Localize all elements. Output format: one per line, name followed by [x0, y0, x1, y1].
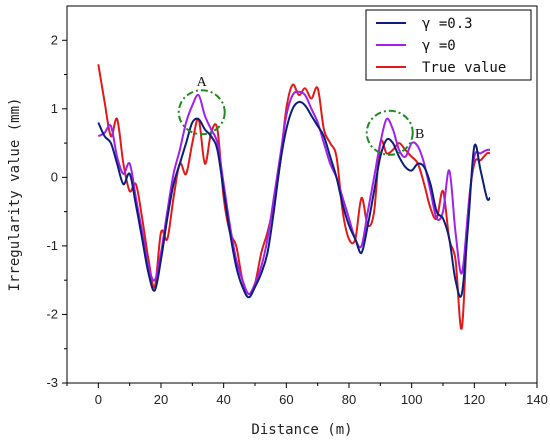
legend: γ =0.3 γ =0 True value — [365, 9, 532, 81]
y-tick-label: -3 — [46, 375, 58, 390]
legend-label-1: γ =0 — [422, 38, 456, 54]
y-axis-title: Irregularity value (mm) — [7, 98, 23, 292]
legend-label-2: True value — [422, 60, 506, 76]
x-tick-label: 80 — [342, 392, 356, 407]
x-tick-label: 140 — [526, 392, 548, 407]
series-line-0 — [97, 100, 491, 299]
y-tick-label: -2 — [46, 306, 58, 321]
annotation-circle-B — [365, 109, 414, 156]
x-tick-label: 100 — [401, 392, 423, 407]
y-tick-label: 2 — [51, 32, 58, 47]
x-tick-label: 60 — [279, 392, 293, 407]
x-tick-label: 120 — [463, 392, 485, 407]
series-layer — [97, 64, 491, 330]
y-tick-label: 1 — [51, 101, 58, 116]
x-tick-label: 40 — [216, 392, 230, 407]
x-tick-label: 0 — [95, 392, 102, 407]
y-tick-label: 0 — [51, 169, 58, 184]
annotation-label-A: A — [197, 75, 208, 90]
axes: 0 20 40 60 80 100 120 140 -3 -2 -1 0 1 2 Distance (m) I… — [7, 5, 548, 438]
x-tick-label: 20 — [154, 392, 168, 407]
legend-label-0: γ =0.3 — [422, 16, 473, 32]
x-axis-title: Distance (m) — [251, 422, 352, 438]
y-tick-label: -1 — [46, 238, 58, 253]
annotation-layer: AB — [177, 75, 424, 156]
annotation-circle-A — [177, 89, 226, 136]
plot-frame — [66, 5, 538, 384]
annotation-label-B: B — [415, 127, 424, 142]
